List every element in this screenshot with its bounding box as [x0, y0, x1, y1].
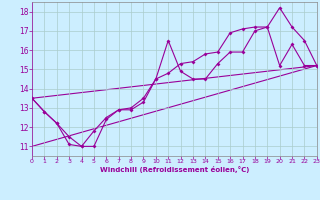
X-axis label: Windchill (Refroidissement éolien,°C): Windchill (Refroidissement éolien,°C) — [100, 166, 249, 173]
